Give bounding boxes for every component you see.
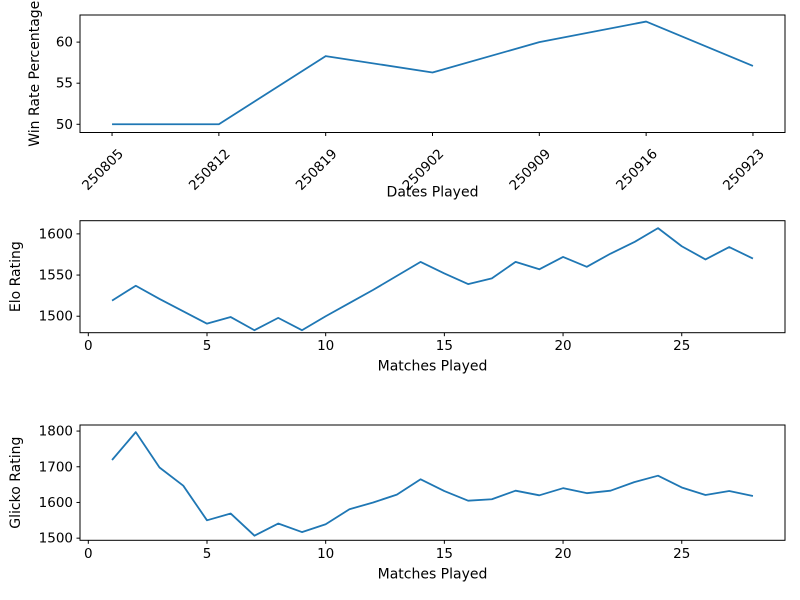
y-tick-label: 55 bbox=[56, 76, 73, 92]
x-tick-label: 250805 bbox=[79, 146, 127, 194]
axes-frame bbox=[79, 14, 786, 133]
x-tick-label: 5 bbox=[203, 338, 212, 354]
x-axis: 0 5 10 15 20 25 bbox=[84, 332, 690, 354]
y-axis-label: Glicko Rating bbox=[8, 437, 24, 529]
y-tick-label: 1600 bbox=[39, 495, 73, 511]
x-axis-label: Matches Played bbox=[378, 359, 488, 375]
y-axis: 1500 1550 1600 bbox=[39, 226, 80, 325]
x-tick-label: 10 bbox=[317, 338, 334, 354]
y-tick-label: 60 bbox=[56, 35, 73, 51]
x-tick-label: 250812 bbox=[186, 146, 234, 194]
y-tick-label: 1800 bbox=[39, 424, 73, 440]
y-axis-label: Win Rate Percentage bbox=[27, 1, 43, 147]
y-axis-label: Elo Rating bbox=[8, 241, 24, 312]
x-tick-label: 20 bbox=[554, 338, 571, 354]
x-tick-label: 20 bbox=[554, 546, 571, 562]
x-tick-label: 25 bbox=[673, 546, 690, 562]
win-rate-line bbox=[112, 20, 754, 126]
y-tick-label: 50 bbox=[56, 117, 73, 133]
x-axis-label: Dates Played bbox=[387, 185, 479, 201]
y-tick-label: 1500 bbox=[39, 531, 73, 547]
y-axis: 1500 1600 1700 1800 bbox=[39, 424, 80, 547]
x-tick-label: 250819 bbox=[293, 146, 341, 194]
x-tick-label: 0 bbox=[84, 338, 93, 354]
x-tick-label: 15 bbox=[436, 338, 453, 354]
x-axis-label: Matches Played bbox=[378, 566, 488, 582]
x-tick-label: 25 bbox=[673, 338, 690, 354]
y-axis: 50 55 60 bbox=[56, 35, 80, 133]
y-tick-label: 1700 bbox=[39, 459, 73, 475]
x-tick-label: 250923 bbox=[720, 146, 768, 194]
glicko-line bbox=[111, 431, 754, 537]
x-tick-label: 250916 bbox=[613, 146, 661, 194]
y-tick-label: 1550 bbox=[39, 268, 73, 284]
x-axis: 0 5 10 15 20 25 bbox=[84, 540, 690, 562]
x-tick-label: 10 bbox=[317, 546, 334, 562]
glicko-rating-chart: 1500 1600 1700 1800 0 5 10 15 20 25 Matches Played… bbox=[8, 424, 786, 582]
x-tick-label: 5 bbox=[203, 546, 212, 562]
axes-frame bbox=[79, 424, 786, 541]
y-tick-label: 1600 bbox=[39, 226, 73, 242]
y-tick-label: 1500 bbox=[39, 309, 73, 325]
elo-line bbox=[111, 227, 754, 332]
axes-frame bbox=[79, 220, 786, 334]
x-tick-label: 15 bbox=[436, 546, 453, 562]
x-tick-label: 250909 bbox=[506, 146, 554, 194]
x-tick-label: 0 bbox=[84, 546, 93, 562]
elo-rating-chart: 1500 1550 1600 0 5 10 15 20 25 Matches Played Elo … bbox=[8, 220, 786, 375]
